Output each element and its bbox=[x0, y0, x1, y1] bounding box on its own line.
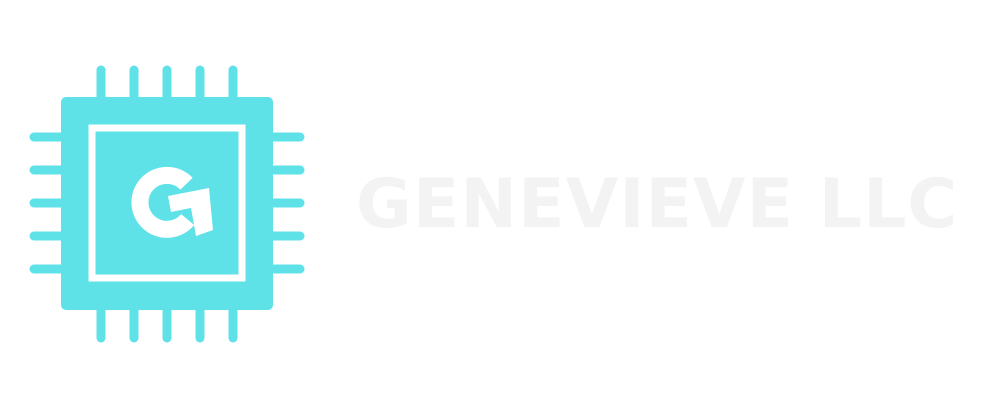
chip-pins-top bbox=[96, 65, 238, 103]
chip-pins-right bbox=[267, 132, 305, 274]
chip-pins-bottom bbox=[96, 305, 238, 343]
chip-pins-left bbox=[29, 132, 67, 274]
chip-body bbox=[61, 97, 273, 310]
g-monogram bbox=[131, 166, 213, 238]
brand-name: GENEVIEVE LLC bbox=[356, 165, 959, 244]
microchip-g-logo-icon bbox=[29, 65, 305, 343]
chip-inner-frame bbox=[88, 124, 246, 282]
